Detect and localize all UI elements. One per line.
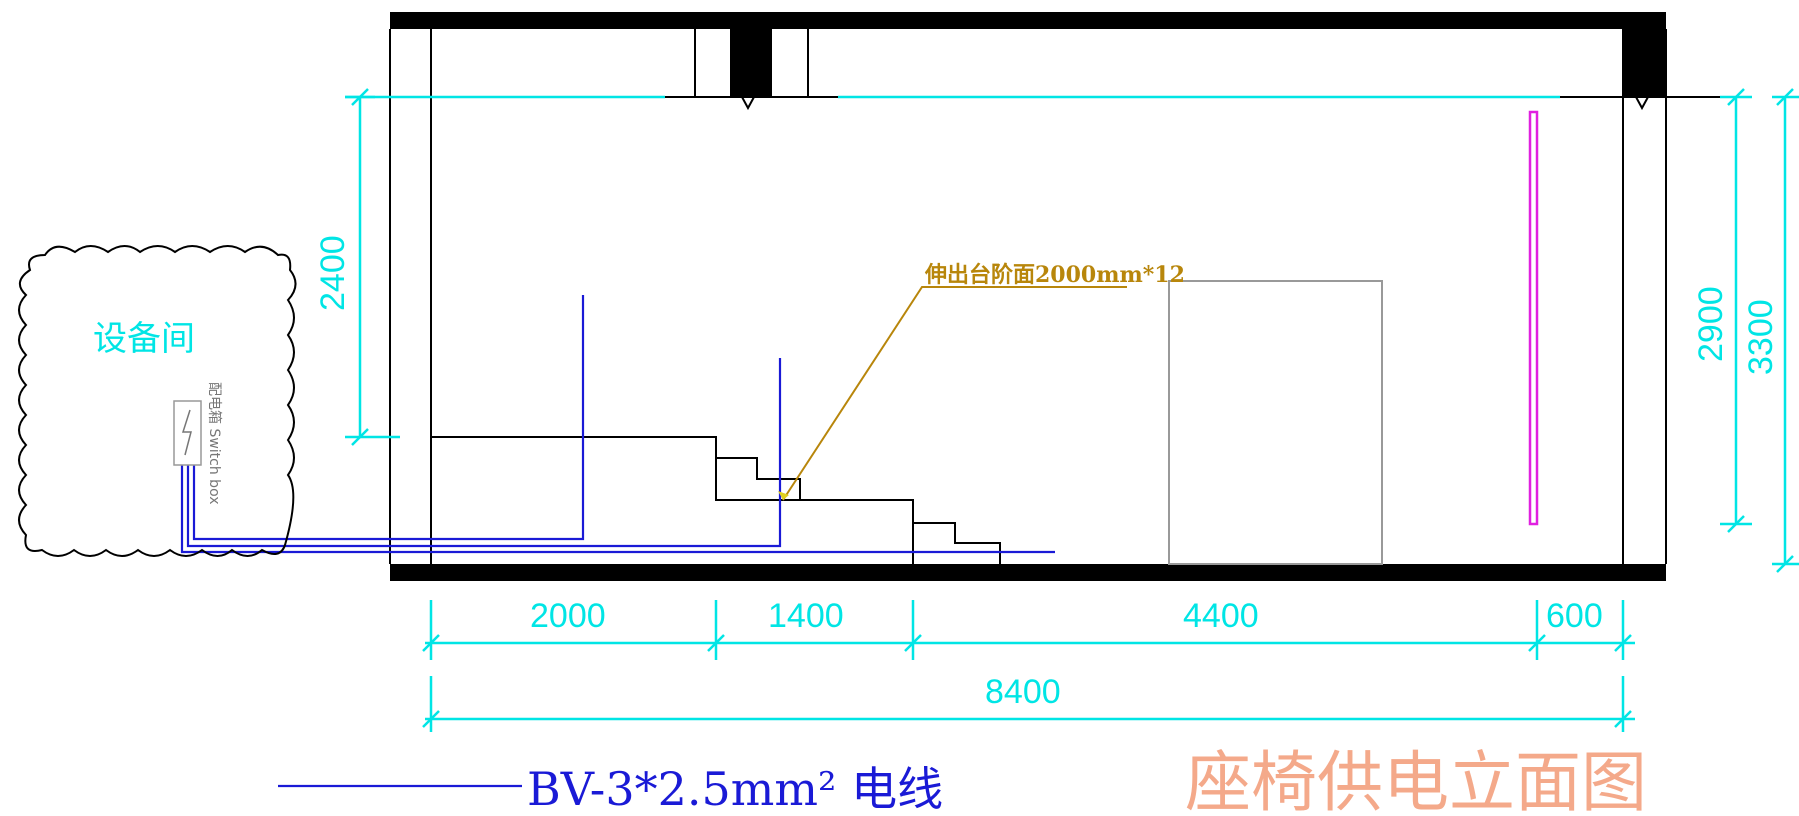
step-riser-lines <box>715 437 914 564</box>
equipment-box <box>1168 280 1383 565</box>
drawing-title: 座椅供电立面图 <box>1185 744 1647 816</box>
bottom-segment-dimensions: 2000 1400 4400 600 <box>422 597 1635 660</box>
right-column <box>1623 29 1666 97</box>
wire-legend: BV-3*2.5mm² 电线 <box>278 762 943 816</box>
dim-8400-text: 8400 <box>985 673 1061 711</box>
step-note-text: 伸出台阶面2000mm*12 <box>924 262 1185 288</box>
wire-2 <box>186 358 782 548</box>
step-annotation: 伸出台阶面2000mm*12 <box>778 262 1185 501</box>
leader-arrow-icon <box>778 491 789 500</box>
leader-line <box>782 286 1127 501</box>
dimension-2900: 2900 <box>1692 88 1752 533</box>
equipment-room-label: 设备间 <box>93 319 195 359</box>
dimension-3300: 3300 <box>1742 88 1799 573</box>
dim-1400-text: 1400 <box>768 597 844 635</box>
dim-2900-text: 2900 <box>1692 286 1730 362</box>
building-frame <box>389 12 1730 581</box>
dim-4400-text: 4400 <box>1183 597 1259 635</box>
switch-box-label: 配电箱 Switch box <box>206 382 222 505</box>
equipment-room-cloud <box>18 245 297 557</box>
ceiling-beam <box>730 29 772 97</box>
legend-wire-label: BV-3*2.5mm² 电线 <box>527 762 943 816</box>
wire-3 <box>192 295 585 541</box>
lightning-icon <box>181 409 192 456</box>
switch-box <box>173 400 202 466</box>
dim-2000-text: 2000 <box>530 597 606 635</box>
beam-marker <box>741 96 755 111</box>
dim-3300-text: 3300 <box>1742 299 1780 375</box>
power-wires <box>180 295 1055 554</box>
light-bar <box>1528 110 1539 526</box>
wire-1 <box>180 465 1055 554</box>
dimension-2400: 2400 <box>314 88 400 446</box>
floor-slab <box>390 564 1666 581</box>
dim-600-text: 600 <box>1546 597 1603 635</box>
dim-2400-text: 2400 <box>314 235 352 311</box>
column-marker <box>1635 96 1649 111</box>
equipment-room: 设备间 配电箱 Switch box <box>18 245 297 557</box>
bottom-total-dimension: 8400 <box>422 673 1635 732</box>
roof-slab <box>390 12 1666 29</box>
